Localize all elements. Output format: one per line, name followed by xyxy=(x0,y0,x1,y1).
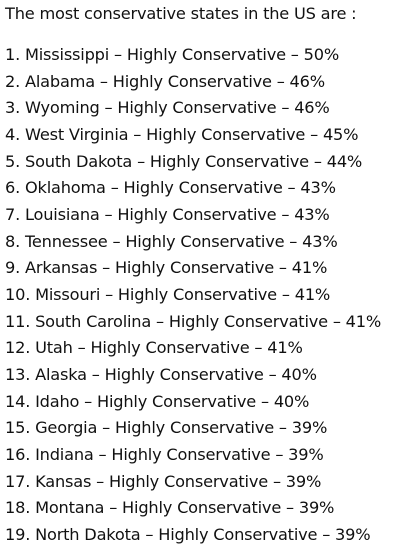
list-item: 10. Missouri – Highly Conservative – 41% xyxy=(5,285,331,305)
list-item: 3. Wyoming – Highly Conservative – 46% xyxy=(5,98,330,118)
list-item: 8. Tennessee – Highly Conservative – 43% xyxy=(5,231,338,251)
list-item: 14. Idaho – Highly Conservative – 40% xyxy=(5,391,310,411)
list-item: 17. Kansas – Highly Conservative – 39% xyxy=(5,471,322,491)
list-item: 9. Arkansas – Highly Conservative – 41% xyxy=(5,258,328,278)
list-item: 7. Louisiana – Highly Conservative – 43% xyxy=(5,205,330,225)
list-item: 4. West Virginia – Highly Conservative –… xyxy=(5,125,359,144)
list-item: 18. Montana – Highly Conservative – 39% xyxy=(5,498,335,518)
list-item: 13. Alaska – Highly Conservative – 40% xyxy=(5,365,317,385)
list-item: 15. Georgia – Highly Conservative – 39% xyxy=(5,418,328,438)
list-item: 11. South Carolina – Highly Conservative… xyxy=(5,311,382,331)
list-item: 12. Utah – Highly Conservative – 41% xyxy=(5,338,303,358)
list-item: 19. North Dakota – Highly Conservative –… xyxy=(5,525,371,545)
list-item: 6. Oklahoma – Highly Conservative – 43% xyxy=(5,178,336,198)
title: The most conservative states in the US a… xyxy=(5,4,357,23)
list-item: 16. Indiana – Highly Conservative – 39% xyxy=(5,445,324,465)
list-item: 1. Mississippi – Highly Conservative – 5… xyxy=(5,45,340,64)
list-item: 2. Alabama – Highly Conservative – 46% xyxy=(5,71,325,91)
list-item: 5. South Dakota – Highly Conservative – … xyxy=(5,151,363,171)
